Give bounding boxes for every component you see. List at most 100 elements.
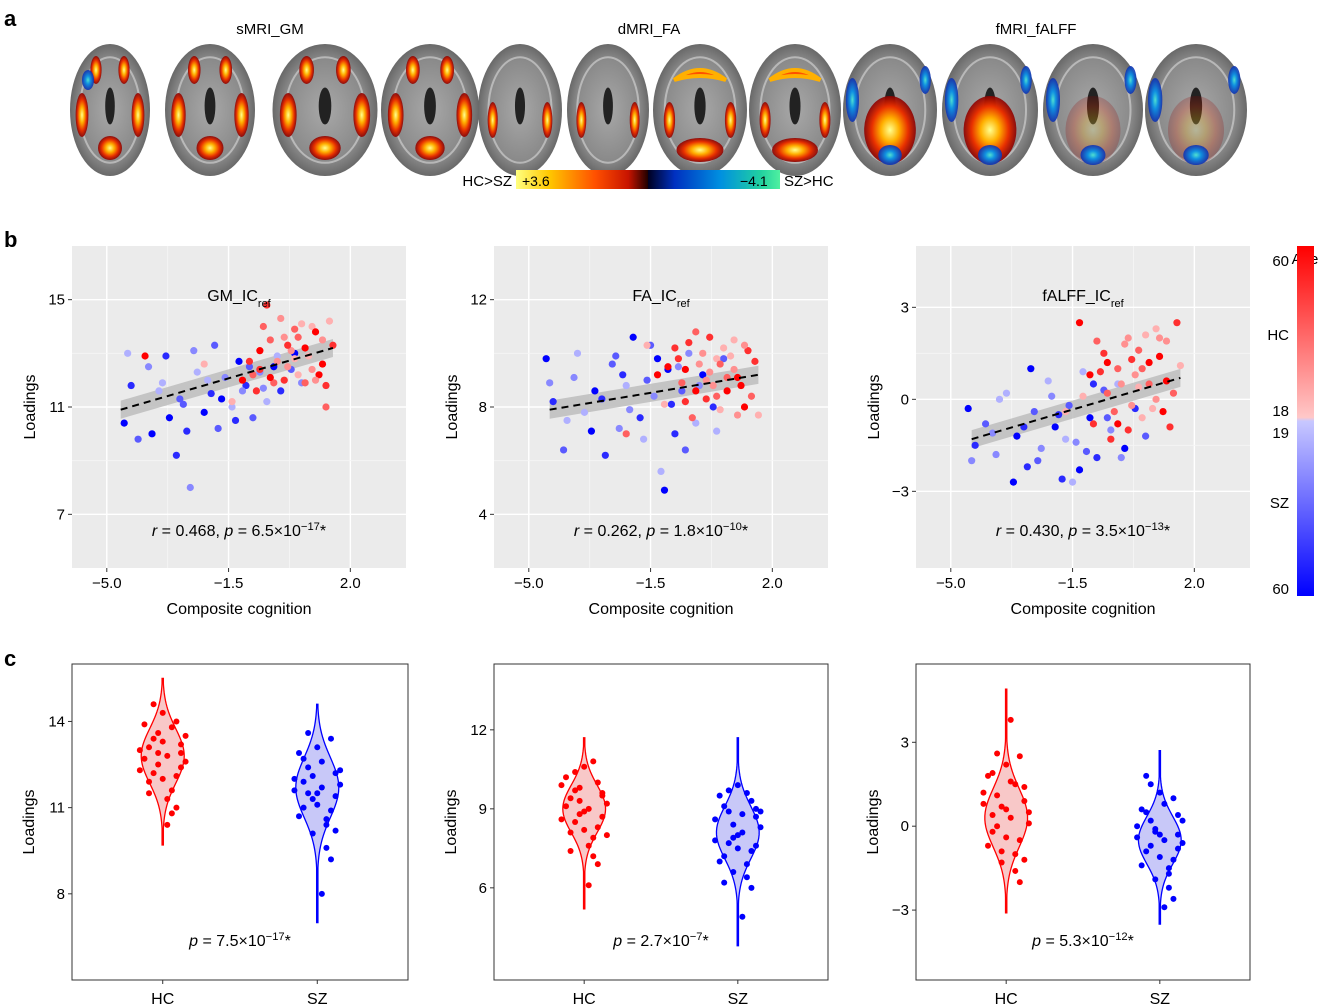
data-point-hc <box>599 790 606 797</box>
data-point-sz <box>186 483 194 492</box>
y-tick-label: 0 <box>901 391 909 408</box>
data-point-sz <box>964 404 972 413</box>
data-point-sz <box>231 416 240 425</box>
activation-tract-hot <box>724 102 737 138</box>
chart-title: fALFF_ICref <box>1042 288 1124 310</box>
x-tick-label: −1.5 <box>1058 575 1088 592</box>
data-point-hc <box>1128 355 1136 364</box>
x-tick-label: 2.0 <box>762 575 783 592</box>
data-point-hc <box>136 767 143 774</box>
x-tick-label: HC <box>573 991 596 1006</box>
data-point-sz <box>546 379 554 387</box>
data-point-hc <box>1110 408 1118 416</box>
data-point-hc <box>301 379 309 387</box>
data-point-hc <box>713 392 721 400</box>
y-tick-label: −3 <box>892 902 909 919</box>
data-point-sz <box>739 829 746 836</box>
data-point-sz <box>155 387 163 395</box>
activation-tract-hot <box>663 102 676 138</box>
data-point-sz <box>1143 848 1150 855</box>
y-tick-label: 11 <box>49 800 65 817</box>
data-point-sz <box>1002 389 1011 397</box>
data-point-hc <box>660 400 669 408</box>
data-point-sz <box>643 376 651 384</box>
data-point-sz <box>228 403 236 411</box>
data-point-sz <box>249 414 257 422</box>
data-point-sz <box>144 363 153 371</box>
data-point-hc <box>1093 337 1101 345</box>
plot-frame <box>493 663 829 981</box>
data-point-sz <box>748 847 755 854</box>
data-point-hc <box>702 376 710 384</box>
data-point-sz <box>1156 831 1163 838</box>
modality-title-smri-gm: sMRI_GM <box>236 21 304 38</box>
y-tick-label: 0 <box>901 818 909 835</box>
data-point-hc <box>751 357 759 365</box>
data-point-hc <box>150 770 157 777</box>
data-point-hc <box>1124 334 1132 342</box>
data-point-sz <box>1093 454 1101 462</box>
data-point-sz <box>1174 831 1181 838</box>
data-point-sz <box>158 379 167 387</box>
data-point-sz <box>1161 904 1168 911</box>
data-point-sz <box>699 371 707 379</box>
data-point-sz <box>314 790 321 797</box>
data-point-hc <box>1152 395 1160 403</box>
data-point-sz <box>218 395 226 403</box>
activation-blob-hot <box>1167 96 1225 164</box>
data-point-sz <box>608 360 616 368</box>
data-point-sz <box>1147 817 1154 824</box>
data-point-hc <box>706 333 714 341</box>
data-point-sz <box>1161 800 1168 807</box>
data-point-hc <box>1012 851 1019 858</box>
data-point-hc <box>308 365 316 374</box>
data-point-sz <box>587 427 596 435</box>
age-legend-label-hc: HC <box>1267 327 1289 344</box>
data-point-sz <box>1170 895 1177 902</box>
regression-line <box>971 376 1181 441</box>
x-tick-label: −5.0 <box>92 575 122 592</box>
data-point-hc <box>146 744 153 751</box>
data-point-sz <box>323 816 330 823</box>
data-point-sz <box>211 341 219 349</box>
brain-slice-sulci <box>759 56 831 164</box>
data-point-hc <box>730 336 738 344</box>
data-point-sz <box>559 446 568 454</box>
scatter-plot-1: −5.0 −1.5 2.0 4 8 12 Composite cognition Loadin… <box>444 246 828 618</box>
activation-tract-hot <box>542 102 553 138</box>
brain-slice <box>567 44 649 176</box>
x-tick-label: HC <box>151 991 174 1006</box>
data-point-hc <box>136 747 143 754</box>
data-point-hc <box>681 398 689 406</box>
plot-frame <box>915 663 1251 981</box>
data-point-sz <box>591 387 599 395</box>
activation-blob-hot <box>387 93 404 137</box>
data-point-hc <box>590 758 597 765</box>
data-point-sz <box>743 790 750 797</box>
stat-annotation: p = 7.5×10−17* <box>188 931 291 950</box>
data-point-hc <box>159 738 166 745</box>
data-point-sz <box>1170 856 1177 863</box>
data-point-sz <box>291 787 298 794</box>
activation-blob-cool <box>1148 78 1163 122</box>
data-point-sz <box>657 467 665 475</box>
data-point-hc <box>1075 319 1084 327</box>
data-point-hc <box>315 371 323 379</box>
data-point-sz <box>573 349 582 357</box>
data-point-sz <box>992 450 1000 459</box>
data-point-sz <box>1117 454 1125 462</box>
data-point-sz <box>748 884 755 891</box>
data-point-sz <box>337 781 344 788</box>
data-point-sz <box>165 414 174 422</box>
data-point-sz <box>318 784 325 791</box>
activation-blob-hot <box>336 56 351 84</box>
data-point-sz <box>296 813 303 820</box>
violin-hc <box>562 737 607 910</box>
age-legend-label-19: 19 <box>1272 425 1289 442</box>
brain-slice <box>1043 44 1143 176</box>
data-point-sz <box>332 827 339 834</box>
data-point-hc <box>146 778 153 785</box>
data-point-sz <box>653 355 662 363</box>
data-point-hc <box>594 861 601 868</box>
y-tick-label: 4 <box>479 506 487 523</box>
